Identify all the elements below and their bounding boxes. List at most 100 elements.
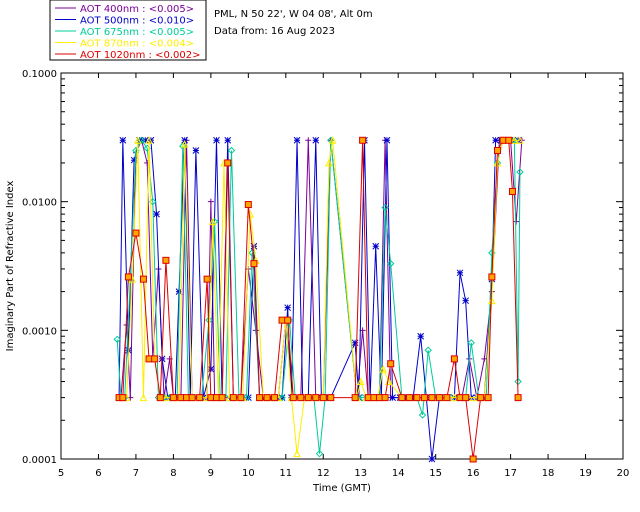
x-tick-label: 13 <box>354 468 367 479</box>
data-point <box>151 355 159 363</box>
legend-entry-2: AOT 675nm : <0.005> <box>80 27 194 38</box>
data-point <box>484 394 492 402</box>
data-point <box>456 269 464 277</box>
data-point <box>284 304 292 312</box>
data-point <box>505 136 513 144</box>
data-point <box>418 411 427 419</box>
legend-entry-4: AOT 1020nm : <0.002> <box>80 50 200 61</box>
series-line <box>116 139 521 454</box>
legend-entry-1: AOT 500nm : <0.010> <box>80 16 194 27</box>
legend-entry-3: AOT 870nm : <0.004> <box>80 39 194 50</box>
data-point <box>467 339 475 347</box>
data-point <box>188 394 196 402</box>
data-point <box>428 455 436 463</box>
data-point <box>169 394 177 402</box>
legend-entry-0: AOT 400nm : <0.005> <box>80 4 194 15</box>
x-tick-label: 9 <box>208 468 214 479</box>
data-point <box>293 136 301 144</box>
data-point <box>278 316 286 324</box>
series-layer <box>113 136 525 463</box>
plot-area <box>60 72 624 460</box>
title-line-date: Data from: 16 Aug 2023 <box>214 26 335 37</box>
data-point <box>462 297 469 305</box>
data-point <box>372 242 380 250</box>
data-point <box>428 394 436 402</box>
data-point <box>364 394 372 402</box>
x-tick-label: 14 <box>392 468 405 479</box>
y-tick-label: 0.0100 <box>22 198 57 209</box>
data-point <box>435 394 443 402</box>
x-tick-label: 16 <box>467 468 480 479</box>
data-point <box>207 198 214 205</box>
data-point <box>359 136 367 144</box>
data-point <box>405 394 413 402</box>
data-point <box>156 394 164 402</box>
data-point <box>469 455 477 463</box>
data-point <box>510 136 519 144</box>
data-point <box>297 394 305 402</box>
data-point <box>248 249 256 257</box>
data-point <box>229 394 237 402</box>
data-point <box>387 360 395 368</box>
data-point <box>141 136 149 144</box>
x-tick-label: 17 <box>504 468 517 479</box>
data-point <box>328 136 337 144</box>
series-0 <box>117 137 525 401</box>
data-point <box>139 275 147 283</box>
data-point <box>207 365 215 373</box>
data-point <box>271 394 279 402</box>
x-tick-label: 11 <box>279 468 292 479</box>
data-point <box>325 158 333 167</box>
data-point <box>493 158 502 167</box>
data-point <box>244 394 252 401</box>
data-point <box>284 316 292 324</box>
data-point <box>381 394 389 402</box>
x-tick-label: 12 <box>317 468 330 479</box>
data-point <box>289 394 297 402</box>
x-tick-label: 19 <box>579 468 592 479</box>
data-point <box>256 394 264 402</box>
data-point <box>424 346 432 354</box>
x-tick-label: 15 <box>429 468 442 479</box>
data-point <box>443 394 451 402</box>
data-point <box>124 273 132 281</box>
data-point <box>145 355 153 363</box>
data-point <box>508 187 516 195</box>
data-point <box>183 394 191 402</box>
data-point <box>356 377 365 386</box>
data-point <box>499 136 507 144</box>
data-point <box>304 394 312 402</box>
data-point <box>315 449 324 458</box>
x-tick-label: 18 <box>542 468 555 479</box>
legend-box <box>49 0 207 61</box>
data-point <box>153 210 160 218</box>
x-tick-label: 20 <box>617 468 630 479</box>
data-point <box>180 140 189 148</box>
data-point <box>450 355 458 363</box>
x-tick-label: 7 <box>133 468 139 479</box>
data-point <box>312 136 320 144</box>
data-point <box>162 393 170 402</box>
data-point <box>398 394 406 402</box>
data-point <box>417 332 425 340</box>
data-point <box>250 260 258 268</box>
data-point <box>224 136 232 144</box>
data-point <box>242 393 251 402</box>
data-point <box>246 210 255 218</box>
data-point <box>133 136 142 144</box>
y-axis-label: Imaginary Part of Refractive Index <box>5 181 16 352</box>
data-point <box>462 394 470 402</box>
data-point <box>293 449 301 458</box>
data-point <box>450 393 459 402</box>
data-point <box>420 394 428 402</box>
y-tick-label: 0.0010 <box>22 326 57 337</box>
data-point <box>119 394 127 402</box>
data-point <box>379 364 388 373</box>
series-2 <box>113 136 524 458</box>
data-point <box>212 394 220 402</box>
legend: AOT 400nm : <0.005>AOT 500nm : <0.010>AO… <box>55 4 200 61</box>
data-point <box>244 201 252 209</box>
data-point <box>312 394 320 402</box>
data-point <box>492 136 499 144</box>
